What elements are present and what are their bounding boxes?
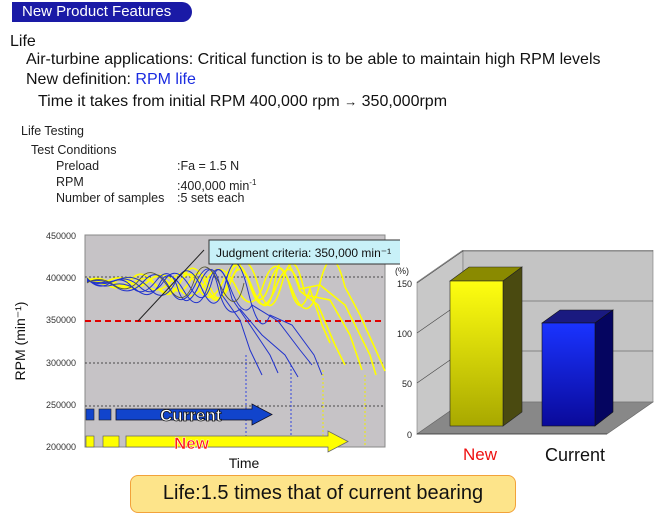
legend-new-arrow: New: [85, 430, 349, 453]
legend-current-arrow: Current: [85, 403, 273, 426]
svg-text:200000: 200000: [46, 442, 76, 452]
right-arrow-icon: →: [344, 94, 358, 109]
time-suffix: 350,000rpm: [361, 93, 448, 110]
section-life-heading: Life: [10, 33, 36, 50]
life-testing-title: Life Testing: [21, 124, 85, 138]
bar-new: [449, 266, 523, 427]
condition-rpm-value: :400,000 min-1: [177, 178, 257, 194]
condition-preload-label: Preload: [56, 159, 100, 173]
svg-text:350000: 350000: [46, 315, 76, 325]
y-axis-label: RPM (min⁻¹): [12, 302, 28, 381]
bar-label-new: New: [463, 445, 498, 464]
rpm-life-line-chart: 450000 400000 350000 300000 250000 20000…: [12, 231, 400, 471]
svg-text:450000: 450000: [46, 231, 76, 241]
intro-line-definition: New definition: RPM life: [26, 70, 196, 90]
test-conditions-title: Test Conditions: [31, 143, 117, 157]
svg-text:400000: 400000: [46, 273, 76, 283]
life-ratio-bar-chart: 0 50 100 150 (%) New Current: [395, 250, 654, 465]
time-prefix: Time it takes from initial RPM 400,000 r…: [38, 93, 340, 110]
condition-preload-value: :Fa = 1.5 N: [177, 159, 240, 173]
definition-highlight: RPM life: [135, 71, 196, 88]
svg-text:New: New: [174, 434, 210, 453]
svg-text:150: 150: [397, 279, 412, 289]
intro-line-air-turbine: Air-turbine applications: Critical funct…: [26, 51, 601, 68]
callout-pointer: [137, 249, 205, 322]
svg-text:50: 50: [402, 379, 412, 389]
judgment-criteria-callout: [208, 239, 400, 265]
svg-text:100: 100: [397, 329, 412, 339]
bar-label-current: Current: [545, 445, 605, 465]
x-axis-label: Time: [229, 455, 260, 471]
condition-rpm-label: RPM: [56, 175, 84, 189]
judgment-criteria-text: Judgment criteria: 350,000 min⁻¹: [216, 246, 391, 260]
svg-text:0: 0: [407, 430, 412, 440]
condition-samples-label: Number of samples: [56, 191, 165, 205]
bar-y-unit: (%): [395, 266, 409, 276]
condition-samples-value: :5 sets each: [177, 191, 245, 205]
definition-prefix: New definition:: [26, 71, 136, 88]
bar-current: [541, 309, 614, 427]
svg-text:300000: 300000: [46, 358, 76, 368]
intro-line-time: Time it takes from initial RPM 400,000 r…: [38, 92, 447, 112]
section-header-pill: New Product Features: [12, 2, 192, 22]
y-axis-ticks: 450000 400000 350000 300000 250000 20000…: [46, 231, 76, 452]
summary-callout: Life:1.5 times that of current bearing: [130, 475, 516, 513]
bar-y-ticks: 0 50 100 150: [397, 279, 412, 440]
failure-drop-lines: [245, 355, 366, 447]
overlap-curves: [86, 266, 245, 302]
svg-text:Current: Current: [160, 406, 222, 425]
svg-text:250000: 250000: [46, 400, 76, 410]
